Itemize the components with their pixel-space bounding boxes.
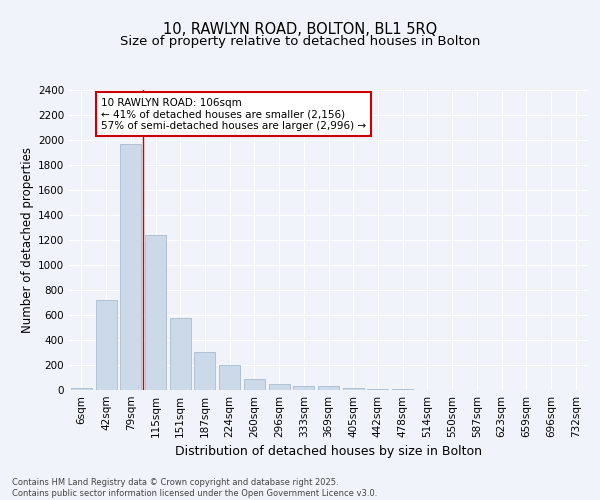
Bar: [95, 300, 116, 390]
Bar: [71, 388, 92, 390]
Bar: [145, 235, 166, 390]
Y-axis label: Number of detached properties: Number of detached properties: [21, 147, 34, 333]
X-axis label: Distribution of detached houses by size in Bolton: Distribution of detached houses by size …: [175, 446, 482, 458]
Bar: [293, 386, 314, 390]
Bar: [170, 318, 191, 390]
Bar: [120, 144, 141, 390]
Bar: [318, 386, 339, 390]
Bar: [194, 352, 215, 390]
Bar: [219, 365, 240, 390]
Text: Size of property relative to detached houses in Bolton: Size of property relative to detached ho…: [120, 35, 480, 48]
Bar: [244, 380, 265, 390]
Bar: [367, 388, 388, 390]
Bar: [343, 388, 364, 390]
Text: Contains HM Land Registry data © Crown copyright and database right 2025.
Contai: Contains HM Land Registry data © Crown c…: [12, 478, 377, 498]
Text: 10, RAWLYN ROAD, BOLTON, BL1 5RQ: 10, RAWLYN ROAD, BOLTON, BL1 5RQ: [163, 22, 437, 38]
Text: 10 RAWLYN ROAD: 106sqm
← 41% of detached houses are smaller (2,156)
57% of semi-: 10 RAWLYN ROAD: 106sqm ← 41% of detached…: [101, 98, 366, 130]
Bar: [269, 384, 290, 390]
